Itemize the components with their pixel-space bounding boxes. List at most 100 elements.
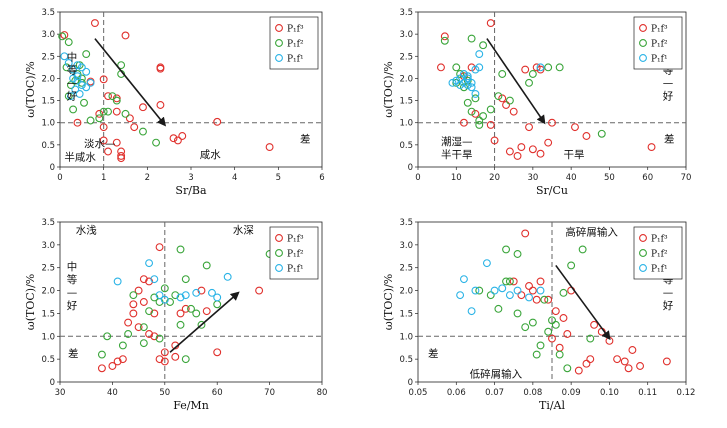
data-point [586, 334, 595, 343]
y-tick-label: 0 [408, 378, 413, 388]
x-tick-label: 0.09 [562, 388, 581, 398]
annotations: 潮湿—半干旱干旱中等—好差 [441, 51, 675, 161]
data-point [475, 63, 484, 72]
data-point [150, 275, 159, 284]
data-point [104, 92, 112, 101]
data-point [475, 50, 484, 59]
data-point [525, 293, 533, 302]
data-point [150, 293, 159, 302]
y-tick-label: 0.5 [399, 141, 413, 151]
y-axis-title: ω(TOC)/% [382, 61, 395, 117]
data-point [197, 286, 206, 295]
data-point [129, 300, 138, 309]
data-point [213, 293, 222, 302]
data-point [471, 65, 480, 74]
y-tick-label: 2.0 [399, 74, 413, 84]
legend-box [633, 16, 683, 70]
data-point [69, 65, 78, 74]
data-point [145, 330, 154, 338]
y-tick-label: 2.5 [41, 264, 55, 274]
data-point [448, 78, 457, 87]
data-point [452, 78, 461, 87]
data-point [112, 107, 121, 116]
annotation-right-zone: 高碎屑输入 [565, 226, 618, 239]
annotation-quality-good: 中 [67, 260, 78, 273]
legend-marker [639, 24, 647, 32]
data-point [490, 136, 499, 145]
data-point [467, 34, 476, 43]
trend-arrow [486, 38, 546, 125]
data-point [528, 145, 537, 154]
data-point [99, 123, 108, 132]
data-point [647, 143, 656, 152]
data-point [66, 92, 75, 101]
data-point [456, 70, 465, 78]
data-point [475, 116, 484, 125]
legend: P₁f³ P₁f² P₁f¹ [633, 226, 683, 280]
x-tick-label: 2 [145, 173, 150, 183]
data-point [77, 63, 86, 72]
data-point [486, 19, 495, 28]
data-point [498, 94, 507, 103]
legend-marker [639, 249, 647, 257]
data-point [104, 147, 112, 156]
data-point [456, 81, 465, 90]
y-tick-label: 2.5 [399, 52, 413, 62]
data-point [509, 277, 518, 286]
y-tick-label: 2.5 [41, 52, 55, 62]
data-point [482, 259, 491, 268]
data-point [134, 286, 143, 295]
data-point [82, 67, 91, 76]
data-point [64, 38, 73, 47]
data-point [551, 307, 560, 316]
data-point [528, 286, 537, 295]
data-point [467, 107, 476, 116]
data-point [479, 112, 488, 121]
data-point [536, 63, 545, 72]
data-point [479, 41, 488, 50]
data-point [139, 127, 147, 136]
y-tick-label: 0 [50, 378, 55, 388]
data-point [150, 309, 159, 318]
data-point [160, 284, 169, 293]
data-point [532, 350, 541, 359]
annotation-right-zone: 咸水 [200, 149, 221, 161]
data-point [112, 96, 121, 105]
data-point [155, 291, 164, 300]
data-point [73, 61, 82, 70]
data-point [536, 65, 545, 74]
data-point [95, 114, 104, 123]
data-point [75, 61, 84, 70]
data-point [536, 149, 545, 158]
x-tick-label: 10 [451, 173, 462, 183]
data-point [118, 341, 127, 350]
data-point [176, 245, 185, 254]
legend-marker [275, 39, 283, 47]
data-point [69, 105, 78, 114]
data-point [155, 334, 164, 343]
data-point [437, 63, 445, 72]
data-point [513, 309, 522, 318]
data-point [521, 65, 530, 74]
data-point [544, 327, 553, 336]
data-point [536, 341, 545, 350]
data-point [494, 304, 503, 313]
data-point [73, 76, 82, 85]
data-point [60, 52, 69, 61]
legend-box [633, 226, 683, 280]
data-point [528, 70, 537, 78]
data-point [73, 118, 82, 127]
data-point [559, 314, 568, 322]
plot-frame [417, 11, 687, 168]
y-tick-label: 3.0 [399, 30, 413, 40]
y-axis-title: ω(TOC)/% [24, 274, 37, 330]
data-point [459, 70, 468, 78]
annotation-quality-good: — [67, 287, 78, 299]
legend: P₁f³ P₁f² P₁f¹ [269, 16, 319, 70]
data-point [586, 355, 595, 364]
y-axis-title: ω(TOC)/% [24, 61, 37, 117]
data-point [156, 64, 165, 73]
x-tick-label: 0 [415, 173, 420, 183]
data-point [548, 316, 556, 325]
